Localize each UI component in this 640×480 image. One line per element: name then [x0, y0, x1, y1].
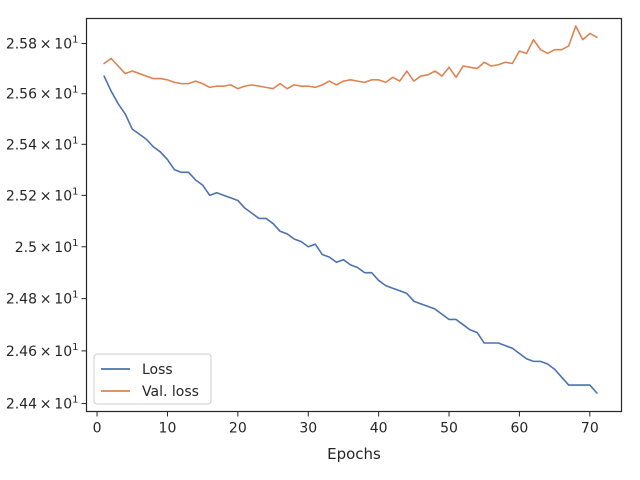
- legend-label: Val. loss: [142, 384, 199, 400]
- x-tick-label: 0: [93, 421, 102, 437]
- y-tick-label: 2.48 × 101: [6, 290, 79, 308]
- x-tick-label: 40: [370, 421, 388, 437]
- series-line-loss: [103, 75, 598, 394]
- y-tick-label: 2.44 × 101: [6, 395, 79, 413]
- x-tick-label: 20: [229, 421, 247, 437]
- series-line-val-loss: [103, 25, 598, 90]
- y-tick-label: 2.58 × 101: [6, 34, 79, 52]
- x-tick-label: 30: [299, 421, 317, 437]
- y-axis: 2.44 × 101 2.46 × 101 2.48 × 101 2.5 × 101 2…: [6, 34, 87, 413]
- x-tick-label: 60: [511, 421, 529, 437]
- y-tick-label: 2.5 × 101: [15, 238, 79, 256]
- y-tick-label: 2.54 × 101: [6, 135, 79, 153]
- legend-label: Loss: [142, 362, 173, 378]
- x-tick-label: 70: [581, 421, 599, 437]
- legend: Loss Val. loss: [93, 353, 212, 405]
- y-tick-label: 2.46 × 101: [6, 342, 79, 360]
- y-tick-label: 2.56 × 101: [6, 85, 79, 103]
- y-tick-label: 2.52 × 101: [6, 186, 79, 204]
- plot-frame: [85, 17, 623, 413]
- x-axis-label: Epochs: [327, 445, 381, 463]
- x-tick-label: 10: [159, 421, 177, 437]
- series-layer: [103, 25, 598, 394]
- x-axis: 0 10 20 30 40 50 60 70: [93, 411, 599, 437]
- x-tick-label: 50: [440, 421, 458, 437]
